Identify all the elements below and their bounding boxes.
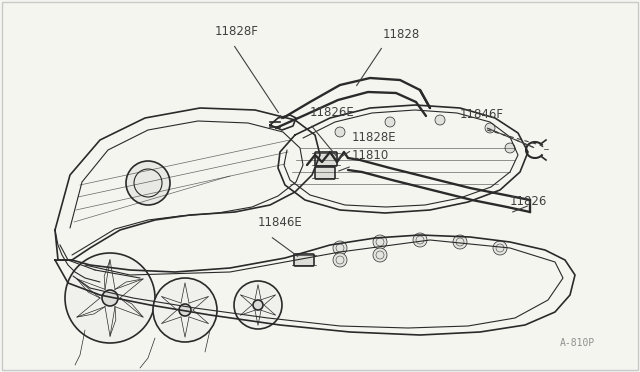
Circle shape xyxy=(126,161,170,205)
Circle shape xyxy=(373,235,387,249)
Text: 11846E: 11846E xyxy=(258,216,303,229)
Text: 11828: 11828 xyxy=(383,28,420,41)
Circle shape xyxy=(413,233,427,247)
Text: 11826: 11826 xyxy=(510,195,547,208)
Circle shape xyxy=(385,117,395,127)
Circle shape xyxy=(373,248,387,262)
Circle shape xyxy=(493,241,507,255)
Circle shape xyxy=(333,241,347,255)
FancyBboxPatch shape xyxy=(315,167,335,179)
Circle shape xyxy=(179,304,191,316)
Circle shape xyxy=(505,143,515,153)
Text: 11828E: 11828E xyxy=(352,131,397,144)
Circle shape xyxy=(153,278,217,342)
Circle shape xyxy=(435,115,445,125)
Text: 11810: 11810 xyxy=(352,149,389,162)
Circle shape xyxy=(453,235,467,249)
Circle shape xyxy=(485,123,495,133)
Circle shape xyxy=(253,300,263,310)
Circle shape xyxy=(333,253,347,267)
FancyBboxPatch shape xyxy=(315,152,337,166)
Text: 11846F: 11846F xyxy=(460,108,504,121)
Text: A-810P: A-810P xyxy=(560,338,595,348)
Circle shape xyxy=(65,253,155,343)
Circle shape xyxy=(102,290,118,306)
Text: 11826E: 11826E xyxy=(310,106,355,119)
Circle shape xyxy=(335,127,345,137)
Text: 11828F: 11828F xyxy=(215,25,259,38)
Circle shape xyxy=(234,281,282,329)
FancyBboxPatch shape xyxy=(294,254,314,266)
